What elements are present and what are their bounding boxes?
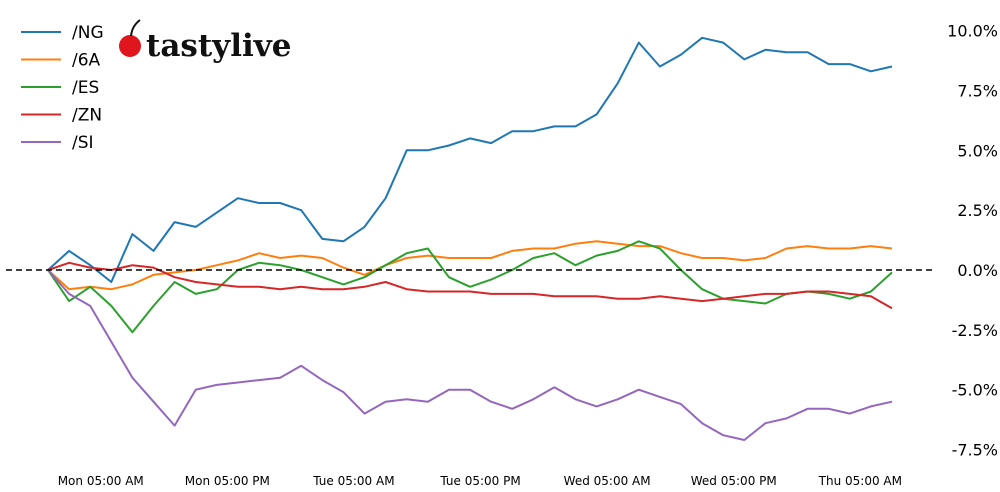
- y-tick-label: -5.0%: [952, 381, 998, 400]
- x-tick-label: Wed 05:00 AM: [564, 474, 651, 488]
- legend-label: /ES: [72, 78, 99, 98]
- y-tick-label: 10.0%: [947, 22, 998, 41]
- legend-item: /SI: [21, 133, 94, 153]
- legend-label: /NG: [72, 23, 104, 43]
- x-tick-label: Mon 05:00 PM: [185, 474, 270, 488]
- series-line-zn: [47, 261, 893, 310]
- y-tick-label: 0.0%: [957, 261, 998, 280]
- legend: /NG/6A/ES/ZN/SI: [21, 23, 104, 153]
- x-tick-label: Tue 05:00 AM: [312, 474, 394, 488]
- legend-label: /6A: [72, 51, 101, 71]
- logo-text: tastylive: [146, 28, 291, 64]
- x-tick-label: Mon 05:00 AM: [58, 474, 144, 488]
- series-line-ng: [47, 36, 893, 283]
- legend-item: /6A: [21, 51, 101, 71]
- x-axis: Mon 05:00 AM Mon 05:00 PM Tue 05:00 AM Tue …: [58, 474, 902, 488]
- y-tick-label: 2.5%: [957, 201, 998, 220]
- legend-item: /ZN: [21, 106, 102, 126]
- legend-label: /ZN: [72, 106, 102, 126]
- series-line-si: [47, 269, 893, 441]
- legend-item: /NG: [21, 23, 104, 43]
- y-tick-label: -2.5%: [952, 321, 998, 340]
- plot-area: [47, 36, 893, 441]
- x-tick-label: Wed 05:00 PM: [691, 474, 777, 488]
- x-tick-label: Thu 05:00 AM: [818, 474, 902, 488]
- x-tick-label: Tue 05:00 PM: [439, 474, 520, 488]
- legend-item: /ES: [21, 78, 99, 98]
- series-line-6a: [47, 240, 893, 291]
- y-tick-label: -7.5%: [952, 441, 998, 460]
- tastylive-logo: tastylive: [119, 19, 291, 64]
- y-axis: 10.0% 7.5% 5.0% 2.5% 0.0% -2.5% -5.0% -7.5%: [947, 22, 998, 460]
- legend-label: /SI: [72, 133, 94, 153]
- y-tick-label: 5.0%: [957, 141, 998, 160]
- y-tick-label: 7.5%: [957, 81, 998, 100]
- series-line-es: [47, 240, 893, 334]
- cherry-icon: [119, 35, 141, 57]
